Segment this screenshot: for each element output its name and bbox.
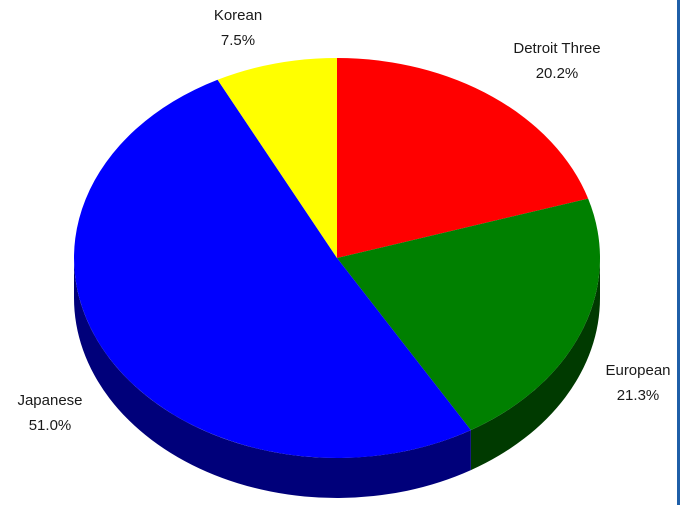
slice-value-korean: 7.5%: [221, 32, 255, 49]
slice-value-european: 21.3%: [617, 387, 660, 404]
pie-sides: [74, 258, 600, 498]
pie-labels: Detroit Three 20.2% European 21.3% Japanese 5…: [17, 7, 670, 434]
pie-side-japanese: [74, 258, 471, 498]
slice-label-european: European: [605, 362, 670, 379]
slice-label-korean: Korean: [214, 7, 262, 24]
pie-side-european: [470, 258, 600, 471]
pie-slice-japanese: [74, 79, 471, 458]
pie-slices: [74, 58, 600, 458]
slice-label-detroit-three: Detroit Three: [513, 40, 600, 57]
pie-slice-european: [337, 198, 600, 431]
slice-value-detroit-three: 20.2%: [536, 65, 579, 82]
slice-label-japanese: Japanese: [17, 392, 82, 409]
slice-value-japanese: 51.0%: [29, 417, 72, 434]
pie-slice-detroit-three: [337, 58, 589, 258]
pie-slice-korean: [217, 58, 337, 258]
